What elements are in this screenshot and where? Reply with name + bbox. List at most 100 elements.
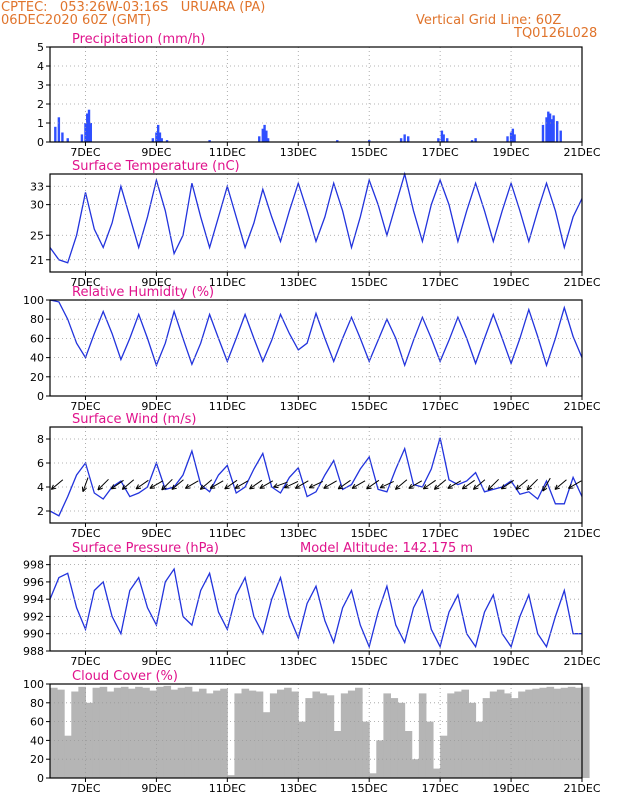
cloud-column xyxy=(433,768,441,778)
rh-ytick-label: 80 xyxy=(30,313,44,326)
wind-arrow xyxy=(526,478,539,491)
wind-arrow-head xyxy=(462,487,468,490)
cloud-column xyxy=(461,689,470,778)
wind-arrow xyxy=(395,479,408,490)
cloud-column xyxy=(560,687,569,778)
rh-ytick-label: 20 xyxy=(30,371,44,384)
cloud-column xyxy=(305,698,313,778)
precip-bar xyxy=(442,134,445,142)
wind-arrow xyxy=(171,479,184,490)
precip-bar xyxy=(368,140,371,142)
precip-bar xyxy=(86,113,89,142)
wind-arrow-head xyxy=(500,484,505,490)
precip-bar xyxy=(437,138,440,142)
wind-arrow-head xyxy=(542,487,548,492)
pres-xtick-label: 9DEC xyxy=(141,655,171,668)
wind-arrow-head xyxy=(447,483,452,489)
wind-arrow xyxy=(323,480,337,489)
cloud-column xyxy=(425,721,434,778)
precip-bar xyxy=(513,134,516,142)
cloud-xtick-label: 11DEC xyxy=(209,782,246,795)
pres-xtick-label: 19DEC xyxy=(493,655,530,668)
cloud-column xyxy=(511,698,519,778)
cloud-column xyxy=(454,691,462,778)
cloud-column xyxy=(184,686,193,778)
wind-arrow xyxy=(249,479,263,490)
rh-xtick-label: 17DEC xyxy=(422,400,459,413)
cloud-column xyxy=(170,689,179,778)
wind-arrow xyxy=(209,480,224,489)
precip-bar xyxy=(151,138,155,142)
cloud-column xyxy=(369,773,377,778)
wind-arrow xyxy=(554,479,567,490)
cloud-column xyxy=(234,693,243,778)
cloud-column xyxy=(376,740,384,778)
wind-arrow-head xyxy=(433,484,437,490)
precip-bar xyxy=(474,138,477,142)
cloud-column xyxy=(319,693,328,778)
pres-ytick-label: 992 xyxy=(23,610,44,623)
wind-arrow-head xyxy=(161,485,164,491)
wind-arrow xyxy=(224,479,238,490)
wind-xtick-label: 15DEC xyxy=(351,527,388,540)
cloud-column xyxy=(440,735,448,778)
cloud-column xyxy=(468,702,477,778)
cloud-column xyxy=(496,689,505,778)
rh-xtick-label: 19DEC xyxy=(493,400,530,413)
wind-xtick-label: 7DEC xyxy=(70,527,100,540)
wind-arrow-head xyxy=(554,484,558,490)
cloud-column xyxy=(220,688,228,778)
cloud-column xyxy=(574,687,583,778)
precip-xtick-label: 13DEC xyxy=(280,146,317,159)
cloud-column xyxy=(418,693,427,778)
wind-arrow xyxy=(97,478,109,491)
cloud-column xyxy=(312,691,321,778)
cloud-ytick-label: 60 xyxy=(30,716,44,729)
wind-arrow xyxy=(434,479,447,490)
wind-xtick-label: 19DEC xyxy=(493,527,530,540)
wind-arrow xyxy=(308,480,324,489)
rh-xtick-label: 9DEC xyxy=(141,400,171,413)
wind-arrow-head xyxy=(526,487,532,491)
wind-arrow-head xyxy=(50,484,54,490)
pres-ytick-label: 994 xyxy=(23,593,44,606)
precip-xtick-label: 19DEC xyxy=(493,146,530,159)
cloud-column xyxy=(163,685,172,778)
wind-arrow-head xyxy=(515,487,521,490)
precip-xtick-label: 21DEC xyxy=(563,146,600,159)
wind-arrow-head xyxy=(149,483,154,489)
precip-bar xyxy=(547,111,550,142)
precip-ytick-label: 5 xyxy=(37,41,44,54)
wind-arrow xyxy=(295,480,309,489)
wind-arrow-head xyxy=(249,484,253,490)
precip-bar xyxy=(470,140,474,142)
wind-ytick-label: 6 xyxy=(37,457,44,470)
precip-ytick-label: 0 xyxy=(37,136,44,149)
wind-arrow-head xyxy=(199,484,203,490)
wind-arrow xyxy=(199,479,213,490)
wind-arrow xyxy=(462,479,475,490)
precip-bar xyxy=(506,136,509,142)
wind-arrow-head xyxy=(487,485,491,491)
pres-frame xyxy=(49,555,583,652)
pres-series-line xyxy=(49,567,582,649)
temp-xtick-label: 13DEC xyxy=(280,276,317,289)
temp-ytick-label: 21 xyxy=(30,254,44,267)
wind-frame xyxy=(49,426,583,524)
temp-frame xyxy=(49,173,583,273)
temp-xtick-label: 9DEC xyxy=(141,276,171,289)
wind-arrow xyxy=(423,479,436,490)
rh-xtick-label: 11DEC xyxy=(209,400,246,413)
cloud-column xyxy=(50,687,58,778)
precip-ytick-label: 2 xyxy=(37,98,44,111)
wind-arrow-head xyxy=(408,483,413,489)
cloud-column xyxy=(362,721,370,778)
cloud-column xyxy=(128,688,136,778)
wind-arrow xyxy=(501,479,514,490)
wind-arrow-head xyxy=(259,483,264,489)
wind-arrow xyxy=(487,478,499,491)
precip-bar xyxy=(160,138,163,142)
cloud-ytick-label: 80 xyxy=(30,697,44,710)
rh-title: Relative Humidity (%) xyxy=(72,285,214,300)
cloud-column xyxy=(213,690,221,778)
